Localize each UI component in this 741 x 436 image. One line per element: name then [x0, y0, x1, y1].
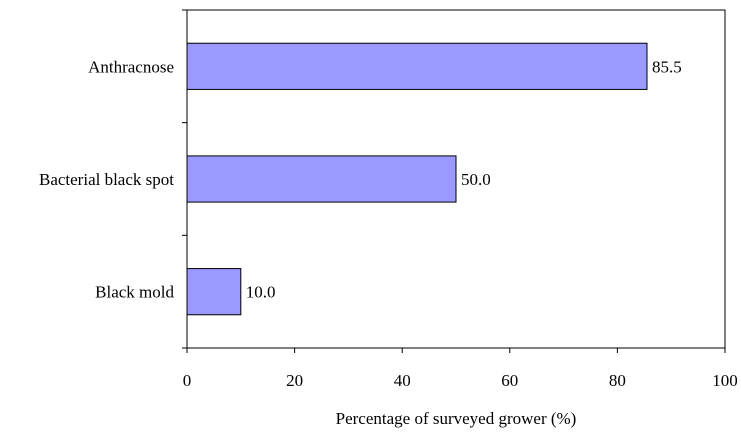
- bars: [186, 42, 648, 316]
- x-tick-label: 40: [394, 371, 411, 390]
- x-axis-title: Percentage of surveyed grower (%): [336, 409, 577, 428]
- bar: [186, 42, 648, 90]
- x-tick-label: 60: [501, 371, 518, 390]
- bar: [186, 268, 242, 316]
- x-tick-labels: 0 20 40 60 80 100: [183, 371, 738, 390]
- category-label: Black mold: [95, 283, 174, 302]
- category-labels: Anthracnose Bacterial black spot Black mol…: [39, 57, 175, 301]
- x-tick-label: 80: [609, 371, 626, 390]
- category-label: Anthracnose: [88, 57, 174, 76]
- x-tick-label: 100: [712, 371, 738, 390]
- category-label: Bacterial black spot: [39, 170, 174, 189]
- y-axis-ticks: [182, 9, 187, 349]
- x-axis-ticks: [186, 348, 726, 353]
- value-label: 50.0: [461, 170, 491, 189]
- value-label: 10.0: [246, 283, 276, 302]
- value-labels: 85.5 50.0 10.0: [246, 57, 682, 301]
- x-tick-label: 0: [183, 371, 192, 390]
- value-label: 85.5: [652, 57, 682, 76]
- bar: [186, 155, 457, 203]
- x-tick-label: 20: [286, 371, 303, 390]
